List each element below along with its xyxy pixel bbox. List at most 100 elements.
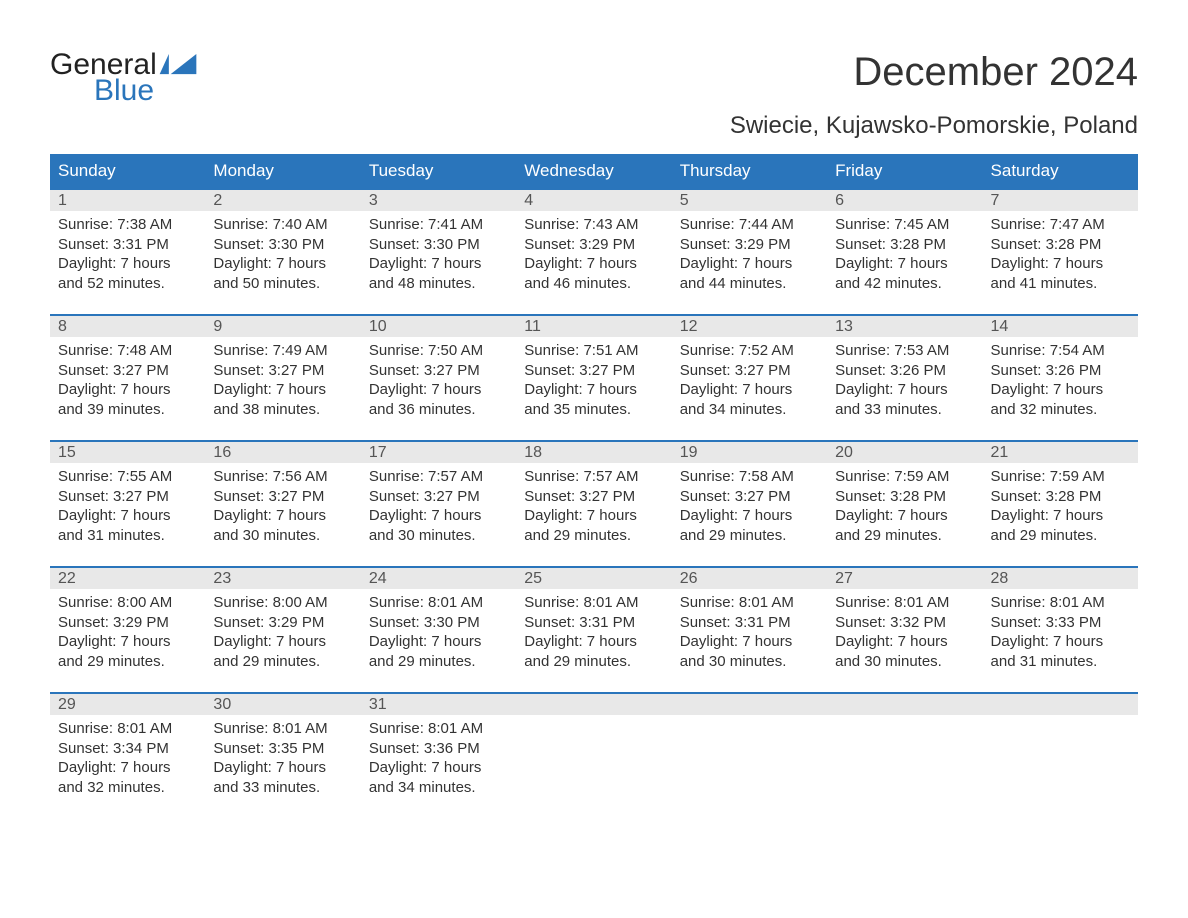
daylight-line-1: Daylight: 7 hours (680, 254, 819, 274)
sunrise-line: Sunrise: 8:01 AM (58, 719, 197, 739)
calendar-day: 11Sunrise: 7:51 AMSunset: 3:27 PMDayligh… (516, 316, 671, 440)
calendar-day: 12Sunrise: 7:52 AMSunset: 3:27 PMDayligh… (672, 316, 827, 440)
day-content: Sunrise: 7:59 AMSunset: 3:28 PMDaylight:… (983, 463, 1138, 553)
sunrise-line: Sunrise: 8:01 AM (524, 593, 663, 613)
daylight-line-2: and 35 minutes. (524, 400, 663, 420)
sunrise-line: Sunrise: 7:43 AM (524, 215, 663, 235)
sunset-line: Sunset: 3:34 PM (58, 739, 197, 759)
daylight-line-1: Daylight: 7 hours (213, 758, 352, 778)
day-content: Sunrise: 7:41 AMSunset: 3:30 PMDaylight:… (361, 211, 516, 301)
daylight-line-2: and 31 minutes. (58, 526, 197, 546)
calendar-day: 29 Sunrise: 8:01 AMSunset: 3:34 PMDayligh… (50, 694, 205, 818)
daylight-line-2: and 41 minutes. (991, 274, 1130, 294)
day-content: Sunrise: 7:58 AMSunset: 3:27 PMDaylight:… (672, 463, 827, 553)
daylight-line-1: Daylight: 7 hours (524, 506, 663, 526)
daylight-line-2: and 29 minutes. (991, 526, 1130, 546)
daylight-line-2: and 32 minutes. (58, 778, 197, 798)
daylight-line-1: Daylight: 7 hours (369, 758, 508, 778)
daylight-line-1: Daylight: 7 hours (58, 506, 197, 526)
weeks-container: 1Sunrise: 7:38 AMSunset: 3:31 PMDaylight… (50, 188, 1138, 818)
sunset-line: Sunset: 3:28 PM (991, 235, 1130, 255)
calendar-day: 31Sunrise: 8:01 AMSunset: 3:36 PMDayligh… (361, 694, 516, 818)
day-number: 14 (983, 316, 1138, 337)
calendar-day: 23Sunrise: 8:00 AMSunset: 3:29 PMDayligh… (205, 568, 360, 692)
day-number: 12 (672, 316, 827, 337)
daylight-line-2: and 29 minutes. (58, 652, 197, 672)
day-number: 19 (672, 442, 827, 463)
calendar-day: 14Sunrise: 7:54 AMSunset: 3:26 PMDayligh… (983, 316, 1138, 440)
day-content: Sunrise: 7:38 AMSunset: 3:31 PMDaylight:… (50, 211, 205, 301)
calendar-day: 21Sunrise: 7:59 AMSunset: 3:28 PMDayligh… (983, 442, 1138, 566)
day-number: 30 (205, 694, 360, 715)
day-content: Sunrise: 7:49 AMSunset: 3:27 PMDaylight:… (205, 337, 360, 427)
daylight-line-1: Daylight: 7 hours (369, 506, 508, 526)
sunrise-line: Sunrise: 7:45 AM (835, 215, 974, 235)
sunset-line: Sunset: 3:27 PM (58, 361, 197, 381)
calendar-day: 27Sunrise: 8:01 AMSunset: 3:32 PMDayligh… (827, 568, 982, 692)
sunset-line: Sunset: 3:28 PM (835, 235, 974, 255)
day-content: Sunrise: 8:01 AMSunset: 3:30 PMDaylight:… (361, 589, 516, 679)
daylight-line-1: Daylight: 7 hours (991, 632, 1130, 652)
daylight-line-1: Daylight: 7 hours (680, 380, 819, 400)
calendar-day: 5Sunrise: 7:44 AMSunset: 3:29 PMDaylight… (672, 190, 827, 314)
daylight-line-2: and 29 minutes. (524, 526, 663, 546)
calendar-day: . (983, 694, 1138, 818)
day-number: 7 (983, 190, 1138, 211)
daylight-line-2: and 48 minutes. (369, 274, 508, 294)
sunrise-line: Sunrise: 7:53 AM (835, 341, 974, 361)
sunrise-line: Sunrise: 7:50 AM (369, 341, 508, 361)
sunrise-line: Sunrise: 8:00 AM (213, 593, 352, 613)
sunset-line: Sunset: 3:36 PM (369, 739, 508, 759)
sunset-line: Sunset: 3:26 PM (991, 361, 1130, 381)
sunrise-line: Sunrise: 8:00 AM (58, 593, 197, 613)
calendar-day: 8Sunrise: 7:48 AMSunset: 3:27 PMDaylight… (50, 316, 205, 440)
daylight-line-2: and 29 minutes. (680, 526, 819, 546)
sunset-line: Sunset: 3:26 PM (835, 361, 974, 381)
daylight-line-1: Daylight: 7 hours (991, 380, 1130, 400)
calendar-day: . (672, 694, 827, 818)
sunrise-line: Sunrise: 7:57 AM (369, 467, 508, 487)
sunset-line: Sunset: 3:27 PM (213, 361, 352, 381)
day-number: 8 (50, 316, 205, 337)
day-content: Sunrise: 7:57 AMSunset: 3:27 PMDaylight:… (361, 463, 516, 553)
day-number: 24 (361, 568, 516, 589)
day-content: Sunrise: 7:45 AMSunset: 3:28 PMDaylight:… (827, 211, 982, 301)
sunset-line: Sunset: 3:28 PM (991, 487, 1130, 507)
day-number: 25 (516, 568, 671, 589)
sunrise-line: Sunrise: 7:59 AM (835, 467, 974, 487)
daylight-line-2: and 50 minutes. (213, 274, 352, 294)
sunrise-line: Sunrise: 7:44 AM (680, 215, 819, 235)
day-number: 13 (827, 316, 982, 337)
daylight-line-1: Daylight: 7 hours (213, 380, 352, 400)
sunset-line: Sunset: 3:30 PM (213, 235, 352, 255)
daylight-line-2: and 31 minutes. (991, 652, 1130, 672)
day-content: Sunrise: 7:47 AMSunset: 3:28 PMDaylight:… (983, 211, 1138, 301)
calendar-day: 7Sunrise: 7:47 AMSunset: 3:28 PMDaylight… (983, 190, 1138, 314)
day-number: 28 (983, 568, 1138, 589)
day-content: Sunrise: 7:57 AMSunset: 3:27 PMDaylight:… (516, 463, 671, 553)
weekday-tuesday: Tuesday (361, 154, 516, 188)
sunrise-line: Sunrise: 8:01 AM (213, 719, 352, 739)
logo: General Blue (50, 50, 197, 106)
logo-word-blue: Blue (50, 76, 197, 106)
daylight-line-1: Daylight: 7 hours (524, 632, 663, 652)
daylight-line-1: Daylight: 7 hours (369, 380, 508, 400)
day-number: . (983, 694, 1138, 715)
calendar-day: 1Sunrise: 7:38 AMSunset: 3:31 PMDaylight… (50, 190, 205, 314)
daylight-line-2: and 30 minutes. (369, 526, 508, 546)
daylight-line-2: and 29 minutes. (213, 652, 352, 672)
day-number: 29 (50, 694, 205, 715)
sunrise-line: Sunrise: 8:01 AM (991, 593, 1130, 613)
sunrise-line: Sunrise: 7:56 AM (213, 467, 352, 487)
day-content: Sunrise: 7:53 AMSunset: 3:26 PMDaylight:… (827, 337, 982, 427)
day-number: 15 (50, 442, 205, 463)
day-number: . (827, 694, 982, 715)
calendar: Sunday Monday Tuesday Wednesday Thursday… (50, 154, 1138, 818)
calendar-week: 1Sunrise: 7:38 AMSunset: 3:31 PMDaylight… (50, 188, 1138, 314)
daylight-line-2: and 30 minutes. (680, 652, 819, 672)
sunrise-line: Sunrise: 7:51 AM (524, 341, 663, 361)
weekday-thursday: Thursday (672, 154, 827, 188)
day-content: Sunrise: 7:56 AMSunset: 3:27 PMDaylight:… (205, 463, 360, 553)
daylight-line-1: Daylight: 7 hours (58, 758, 197, 778)
sunset-line: Sunset: 3:30 PM (369, 235, 508, 255)
